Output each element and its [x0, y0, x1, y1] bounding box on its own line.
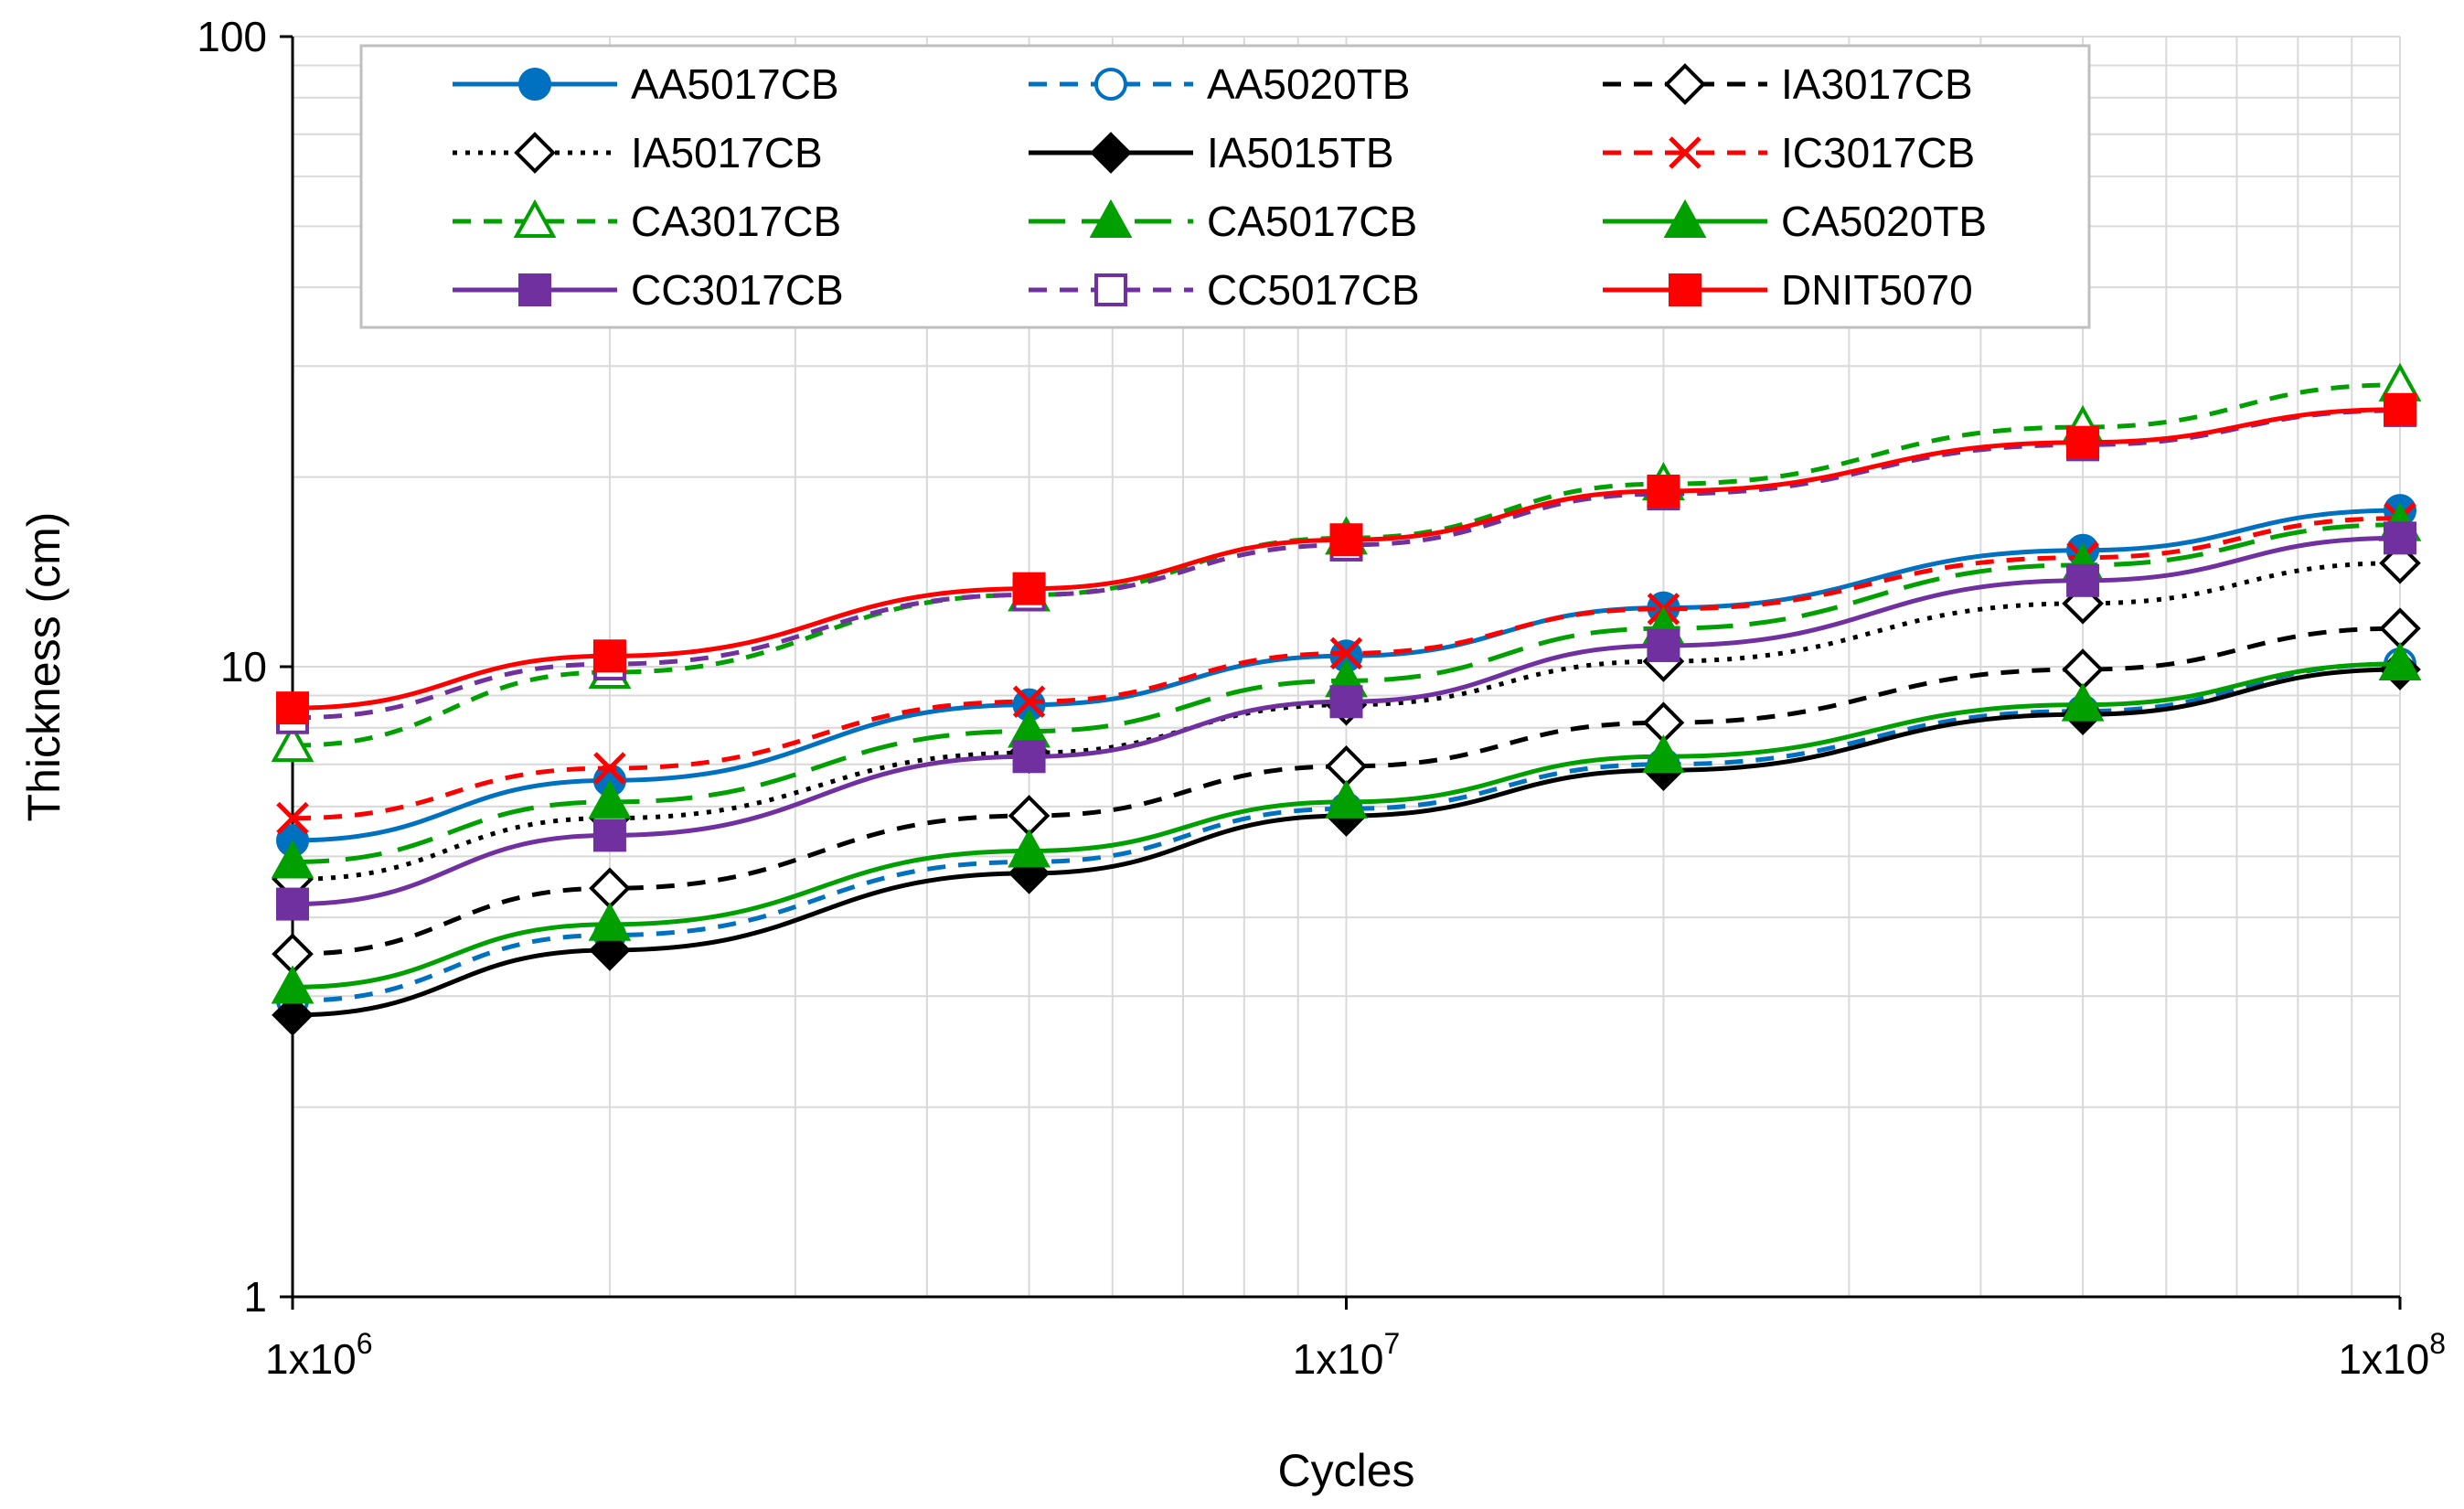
- legend-marker: [1090, 132, 1132, 174]
- data-point: [271, 722, 315, 763]
- y-axis-title: Thickness (cm): [18, 512, 69, 822]
- data-point: [1647, 628, 1680, 662]
- legend-entry-AA5017CB: AA5017CB: [453, 60, 839, 108]
- y-tick-label: 10: [220, 643, 267, 690]
- legend-entry-IA5015TB: IA5015TB: [1029, 129, 1394, 177]
- legend-label: IA5017CB: [631, 129, 823, 177]
- legend-entry-CC3017CB: CC3017CB: [453, 266, 844, 314]
- data-point: [592, 819, 626, 852]
- legend-label: CA5020TB: [1781, 198, 1987, 245]
- legend-marker: [518, 68, 551, 101]
- legend-entry-IA5017CB: IA5017CB: [453, 129, 823, 177]
- data-point: [1012, 740, 1046, 774]
- x-axis-title: Cycles: [1277, 1445, 1414, 1496]
- y-tick-label: 1: [243, 1273, 267, 1321]
- data-point: [271, 840, 315, 879]
- legend-box: [359, 44, 2091, 329]
- data-point: [588, 902, 632, 941]
- legend-marker: [518, 273, 551, 306]
- data-point: [1008, 795, 1051, 837]
- x-tick-label: 1x106: [265, 1327, 373, 1383]
- data-point: [2384, 392, 2416, 426]
- legend-entry-IC3017CB: IC3017CB: [1603, 129, 1975, 177]
- legend-entry-DNIT5070: DNIT5070: [1603, 266, 1973, 314]
- data-point: [271, 965, 315, 1004]
- legend-label: AA5017CB: [631, 60, 839, 108]
- data-point: [593, 752, 626, 785]
- legend-entry-CA5017CB: CA5017CB: [1029, 198, 1417, 245]
- data-point: [589, 867, 631, 910]
- legend-marker: [1669, 273, 1701, 306]
- data-point: [1329, 523, 1363, 557]
- data-point: [1012, 572, 1046, 605]
- legend-label: CC5017CB: [1207, 266, 1420, 314]
- series-CA5020TB: [271, 641, 2422, 1004]
- data-point: [2062, 648, 2104, 690]
- legend-label: CA3017CB: [631, 198, 841, 245]
- legend-marker: [513, 198, 557, 238]
- data-point: [1008, 829, 1051, 868]
- data-point: [1647, 474, 1680, 508]
- legend-label: CA5017CB: [1207, 198, 1417, 245]
- data-point: [1325, 745, 1368, 787]
- data-point: [2379, 607, 2421, 650]
- data-point: [2384, 521, 2416, 555]
- data-point: [1012, 685, 1046, 719]
- data-point: [2066, 425, 2100, 459]
- data-point: [1325, 779, 1368, 819]
- legend-label: DNIT5070: [1781, 266, 1973, 314]
- legend-entry-AA5020TB: AA5020TB: [1029, 60, 1410, 108]
- legend-marker: [1669, 136, 1701, 169]
- data-point: [272, 994, 314, 1036]
- legend-marker: [1094, 273, 1127, 306]
- data-point: [276, 801, 309, 835]
- data-point: [1329, 685, 1363, 719]
- legend-label: CC3017CB: [631, 266, 844, 314]
- legend-label: IA3017CB: [1781, 60, 1973, 108]
- tick-labels: 1 10 100 1x106 1x107 1x108: [197, 13, 2446, 1383]
- axes: [280, 35, 2402, 1310]
- data-point: [1329, 637, 1363, 670]
- legend-marker: [1663, 198, 1707, 238]
- legend-marker: [1664, 63, 1706, 105]
- legend-label: AA5020TB: [1207, 60, 1410, 108]
- y-tick-label: 100: [197, 13, 267, 60]
- legend: AA5017CB AA5020TB IA3017CB IA5017CB IA5015TB…: [359, 44, 2091, 329]
- legend-entry-CA3017CB: CA3017CB: [453, 198, 841, 245]
- data-point: [589, 929, 631, 971]
- data-point: [2378, 641, 2422, 681]
- series-line: [292, 382, 2401, 748]
- data-point: [276, 887, 309, 921]
- data-point: [2061, 682, 2105, 722]
- series-CC3017CB: [276, 521, 2416, 921]
- legend-label: IA5015TB: [1207, 129, 1394, 177]
- legend-marker: [514, 132, 556, 174]
- legend-label: IC3017CB: [1781, 129, 1975, 177]
- series-DNIT5070: [276, 392, 2416, 725]
- series-layer: [271, 362, 2422, 1036]
- x-tick-label: 1x108: [2338, 1327, 2446, 1383]
- data-point: [2066, 563, 2100, 597]
- legend-marker: [1089, 198, 1133, 238]
- legend-entry-CC5017CB: CC5017CB: [1029, 266, 1420, 314]
- data-point: [592, 639, 626, 673]
- legend-entry-CA5020TB: CA5020TB: [1603, 198, 1987, 245]
- data-point: [1642, 734, 1685, 774]
- x-tick-label: 1x107: [1293, 1327, 1401, 1383]
- data-point: [588, 779, 632, 819]
- legend-marker: [1094, 68, 1127, 101]
- data-point: [276, 691, 309, 725]
- legend-entry-IA3017CB: IA3017CB: [1603, 60, 1973, 108]
